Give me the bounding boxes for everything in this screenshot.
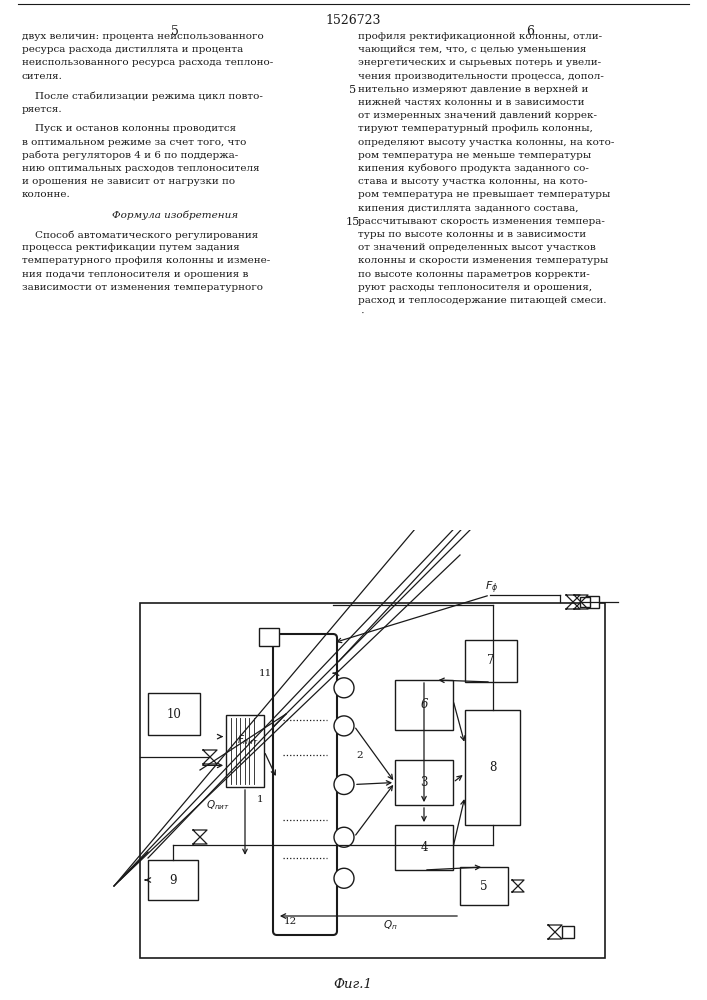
Text: в оптимальном режиме за счет того, что: в оптимальном режиме за счет того, что — [22, 138, 246, 147]
Text: 1: 1 — [257, 795, 263, 804]
Text: ния подачи теплоносителя и орошения в: ния подачи теплоносителя и орошения в — [22, 270, 248, 279]
Circle shape — [334, 868, 354, 888]
Text: неиспользованного ресурса расхода теплоно-: неиспользованного ресурса расхода теплон… — [22, 58, 273, 67]
Bar — [587, 596, 599, 608]
Text: 5: 5 — [171, 25, 179, 38]
Circle shape — [334, 827, 354, 847]
Bar — [148, 860, 198, 900]
Text: двух величин: процента неиспользованного: двух величин: процента неиспользованного — [22, 32, 264, 41]
Bar — [465, 640, 517, 682]
Text: и орошения не зависит от нагрузки по: и орошения не зависит от нагрузки по — [22, 177, 235, 186]
Text: чения производительности процесса, допол-: чения производительности процесса, допол… — [358, 72, 604, 81]
Text: рассчитывают скорость изменения темпера-: рассчитывают скорость изменения темпера- — [358, 217, 605, 226]
Text: 15: 15 — [346, 217, 360, 227]
Text: нительно измеряют давление в верхней и: нительно измеряют давление в верхней и — [358, 85, 588, 94]
Text: процесса ректификации путем задания: процесса ректификации путем задания — [22, 243, 240, 252]
Text: от значений определенных высот участков: от значений определенных высот участков — [358, 243, 596, 252]
Text: кипения дистиллята заданного состава,: кипения дистиллята заданного состава, — [358, 204, 578, 213]
Text: ·: · — [358, 309, 365, 318]
Circle shape — [334, 774, 354, 794]
Text: ром температура не превышает температуры: ром температура не превышает температуры — [358, 190, 610, 199]
Text: работа регуляторов 4 и 6 по поддержа-: работа регуляторов 4 и 6 по поддержа- — [22, 151, 238, 160]
Text: Способ автоматического регулирования: Способ автоматического регулирования — [22, 230, 258, 239]
Text: 6: 6 — [526, 25, 534, 38]
Text: $F_{пит}$: $F_{пит}$ — [237, 733, 259, 747]
Text: Формула изобретения: Формула изобретения — [112, 210, 238, 220]
Text: туры по высоте колонны и в зависимости: туры по высоте колонны и в зависимости — [358, 230, 586, 239]
Text: расход и теплосодержание питающей смеси.: расход и теплосодержание питающей смеси. — [358, 296, 607, 305]
Text: ряется.: ряется. — [22, 105, 63, 114]
Text: 6: 6 — [420, 698, 428, 712]
Text: чающийся тем, что, с целью уменьшения: чающийся тем, что, с целью уменьшения — [358, 45, 586, 54]
Text: 7: 7 — [487, 654, 495, 668]
Text: кипения кубового продукта заданного со-: кипения кубового продукта заданного со- — [358, 164, 589, 173]
Text: 12: 12 — [284, 916, 297, 926]
Text: определяют высоту участка колонны, на кото-: определяют высоту участка колонны, на ко… — [358, 138, 614, 147]
Text: руют расходы теплоносителя и орошения,: руют расходы теплоносителя и орошения, — [358, 283, 592, 292]
Bar — [395, 760, 453, 805]
Text: профиля ректификационной колонны, отли-: профиля ректификационной колонны, отли- — [358, 32, 602, 41]
Text: по высоте колонны параметров корректи-: по высоте колонны параметров корректи- — [358, 270, 590, 279]
Bar — [395, 680, 453, 730]
Text: колонне.: колонне. — [22, 190, 71, 199]
Text: $F_{\phi}$: $F_{\phi}$ — [486, 580, 498, 596]
Text: Пуск и останов колонны проводится: Пуск и останов колонны проводится — [22, 124, 236, 133]
Bar — [395, 825, 453, 870]
Text: температурного профиля колонны и измене-: температурного профиля колонны и измене- — [22, 256, 270, 265]
Text: После стабилизации режима цикл повто-: После стабилизации режима цикл повто- — [22, 91, 263, 101]
Text: сителя.: сителя. — [22, 72, 63, 81]
Text: $Q_{п}$: $Q_{п}$ — [382, 918, 397, 932]
Text: 1526723: 1526723 — [325, 14, 381, 27]
Bar — [226, 715, 264, 787]
Text: нижней частях колонны и в зависимости: нижней частях колонны и в зависимости — [358, 98, 585, 107]
Text: 3: 3 — [420, 776, 428, 789]
Text: колонны и скорости изменения температуры: колонны и скорости изменения температуры — [358, 256, 609, 265]
Circle shape — [334, 678, 354, 698]
Text: энергетических и сырьевых потерь и увели-: энергетических и сырьевых потерь и увели… — [358, 58, 601, 67]
Text: Фиг.1: Фиг.1 — [334, 978, 373, 992]
Text: 11: 11 — [258, 669, 271, 678]
Text: 10: 10 — [167, 708, 182, 720]
Bar — [465, 710, 520, 825]
Text: 8: 8 — [489, 761, 496, 774]
Bar — [140, 603, 605, 958]
Text: 5: 5 — [349, 85, 356, 95]
Text: $Q_{пит}$: $Q_{пит}$ — [206, 798, 230, 812]
Text: тируют температурный профиль колонны,: тируют температурный профиль колонны, — [358, 124, 593, 133]
Text: зависимости от изменения температурного: зависимости от изменения температурного — [22, 283, 263, 292]
Text: 2: 2 — [357, 751, 363, 760]
FancyBboxPatch shape — [273, 634, 337, 935]
Text: става и высоту участка колонны, на кото-: става и высоту участка колонны, на кото- — [358, 177, 588, 186]
Text: нию оптимальных расходов теплоносителя: нию оптимальных расходов теплоносителя — [22, 164, 259, 173]
Text: 9: 9 — [169, 874, 177, 886]
Bar — [562, 926, 574, 938]
Bar — [460, 867, 508, 905]
Bar — [580, 597, 590, 607]
Text: ром температура не меньше температуры: ром температура не меньше температуры — [358, 151, 591, 160]
Bar — [259, 628, 279, 646]
Circle shape — [334, 716, 354, 736]
Text: от измеренных значений давлений коррек-: от измеренных значений давлений коррек- — [358, 111, 597, 120]
Text: 5: 5 — [480, 880, 488, 892]
Text: ресурса расхода дистиллята и процента: ресурса расхода дистиллята и процента — [22, 45, 243, 54]
Bar — [148, 693, 200, 735]
Text: 4: 4 — [420, 841, 428, 854]
